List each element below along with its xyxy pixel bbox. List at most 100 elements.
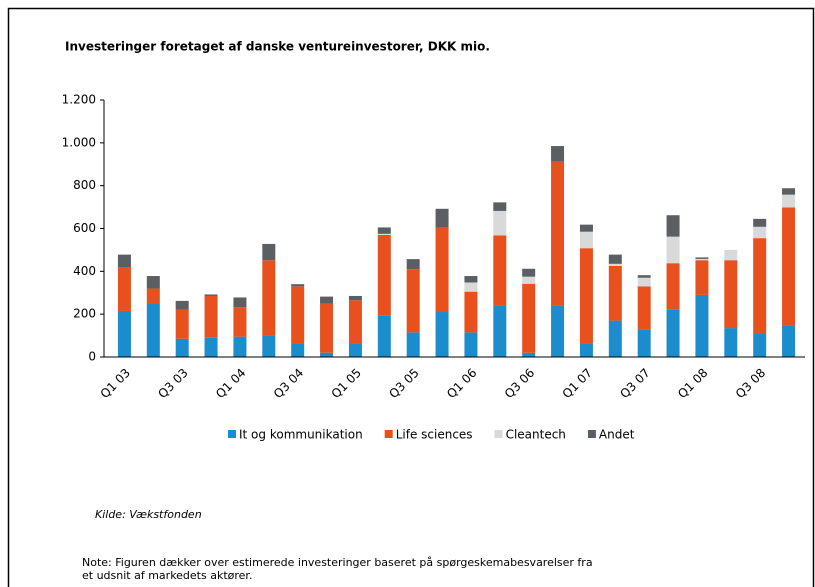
bar-segment bbox=[637, 286, 651, 330]
bar-segment bbox=[522, 352, 536, 357]
x-tick-label: Q3 07 bbox=[617, 366, 652, 401]
bar-segment bbox=[666, 309, 680, 357]
bar-segment bbox=[262, 335, 276, 357]
bar-segment bbox=[377, 233, 391, 235]
bar-segment bbox=[695, 258, 709, 261]
bar-segment bbox=[695, 260, 709, 295]
bar-segment bbox=[348, 343, 362, 357]
bar-segment bbox=[551, 146, 565, 162]
bar-segment bbox=[464, 282, 478, 292]
bar-segment bbox=[377, 315, 391, 357]
bar-segment bbox=[320, 303, 334, 353]
bar-segment bbox=[320, 352, 334, 357]
bar-segment bbox=[782, 194, 796, 208]
x-tick-label: Q1 08 bbox=[675, 366, 710, 401]
bar-segment bbox=[522, 283, 536, 353]
bar-segment bbox=[175, 300, 189, 310]
bar-segment bbox=[493, 202, 507, 211]
bar-segment bbox=[522, 276, 536, 284]
bar-segment bbox=[406, 332, 420, 357]
bar-segment bbox=[464, 276, 478, 283]
bar-segment bbox=[724, 328, 738, 357]
bar-segment bbox=[608, 265, 622, 321]
legend-label: Cleantech bbox=[506, 428, 566, 442]
y-tick-label: 200 bbox=[73, 307, 96, 321]
x-tick-label: Q3 03 bbox=[155, 366, 190, 401]
y-tick-label: 0 bbox=[88, 350, 96, 364]
bar-segment bbox=[348, 300, 362, 344]
source: Kilde: Vækstfonden bbox=[95, 508, 202, 521]
bar-segment bbox=[146, 276, 160, 289]
x-tick-label: Q3 06 bbox=[502, 366, 537, 401]
bar-segment bbox=[579, 343, 593, 357]
bar-segment bbox=[262, 243, 276, 261]
bar-segment bbox=[204, 294, 218, 296]
legend-label: Life sciences bbox=[396, 428, 473, 442]
bar-segment bbox=[204, 337, 218, 357]
bar-segment bbox=[406, 269, 420, 333]
bar-segment bbox=[782, 325, 796, 357]
bar-segment bbox=[666, 236, 680, 264]
bar-segment bbox=[753, 333, 767, 357]
bar-segment bbox=[637, 277, 651, 287]
bar-segment bbox=[579, 231, 593, 249]
bar-segment bbox=[377, 234, 391, 316]
bar-segment bbox=[117, 254, 131, 268]
bar-segment bbox=[117, 267, 131, 311]
bar-segment bbox=[608, 263, 622, 266]
bar-segment bbox=[291, 284, 305, 287]
chart-title: Investeringer foretaget af danske ventur… bbox=[65, 40, 490, 54]
bar-segment bbox=[695, 257, 709, 259]
y-tick-label: 800 bbox=[73, 178, 96, 192]
bar-segment bbox=[608, 320, 622, 357]
bar-segment bbox=[493, 210, 507, 236]
bar-segment bbox=[435, 227, 449, 313]
bar-segment bbox=[551, 305, 565, 357]
bar-segment bbox=[493, 235, 507, 306]
note-line: Note: Figuren dækker over estimerede inv… bbox=[82, 556, 593, 569]
bar-segment bbox=[579, 248, 593, 344]
bar-segment bbox=[291, 286, 305, 344]
bar-segment bbox=[608, 254, 622, 264]
note-line: et udsnit af markedets aktører. bbox=[82, 569, 252, 582]
bar-segment bbox=[551, 161, 565, 306]
bar-segment bbox=[724, 260, 738, 329]
bar-segment bbox=[522, 268, 536, 277]
y-tick-label: 400 bbox=[73, 264, 96, 278]
bar-segment bbox=[406, 259, 420, 270]
x-tick-label: Q1 07 bbox=[560, 366, 595, 401]
x-tick-label: Q1 06 bbox=[444, 366, 479, 401]
bar-segment bbox=[464, 291, 478, 333]
bar-segment bbox=[695, 294, 709, 357]
bar-segment bbox=[233, 307, 247, 337]
bar-segment bbox=[204, 295, 218, 338]
bar-segment bbox=[637, 329, 651, 357]
bar-segment bbox=[753, 238, 767, 334]
bar-segment bbox=[377, 227, 391, 234]
bar-segment bbox=[782, 207, 796, 326]
x-tick-label: Q1 04 bbox=[213, 366, 248, 401]
x-tick-label: Q3 04 bbox=[271, 366, 306, 401]
bar-segment bbox=[175, 338, 189, 357]
bar-segment bbox=[464, 332, 478, 357]
bar-segment bbox=[435, 312, 449, 357]
frame bbox=[7, 7, 815, 587]
legend-label: Andet bbox=[599, 428, 635, 442]
legend-swatch bbox=[587, 430, 596, 438]
legend-swatch bbox=[228, 430, 236, 438]
bar-segment bbox=[753, 226, 767, 239]
bar-segment bbox=[493, 305, 507, 357]
x-tick-label: Q3 05 bbox=[386, 366, 421, 401]
bar-segment bbox=[233, 336, 247, 357]
bar-segment bbox=[348, 295, 362, 301]
legend-swatch bbox=[384, 430, 393, 438]
bar-segment bbox=[579, 224, 593, 232]
bar-segment bbox=[320, 296, 334, 304]
y-tick-label: 1.000 bbox=[62, 135, 96, 149]
bar-segment bbox=[291, 343, 305, 357]
y-tick-label: 600 bbox=[73, 221, 96, 235]
x-tick-label: Q3 08 bbox=[733, 366, 768, 401]
bar-segment bbox=[175, 309, 189, 339]
